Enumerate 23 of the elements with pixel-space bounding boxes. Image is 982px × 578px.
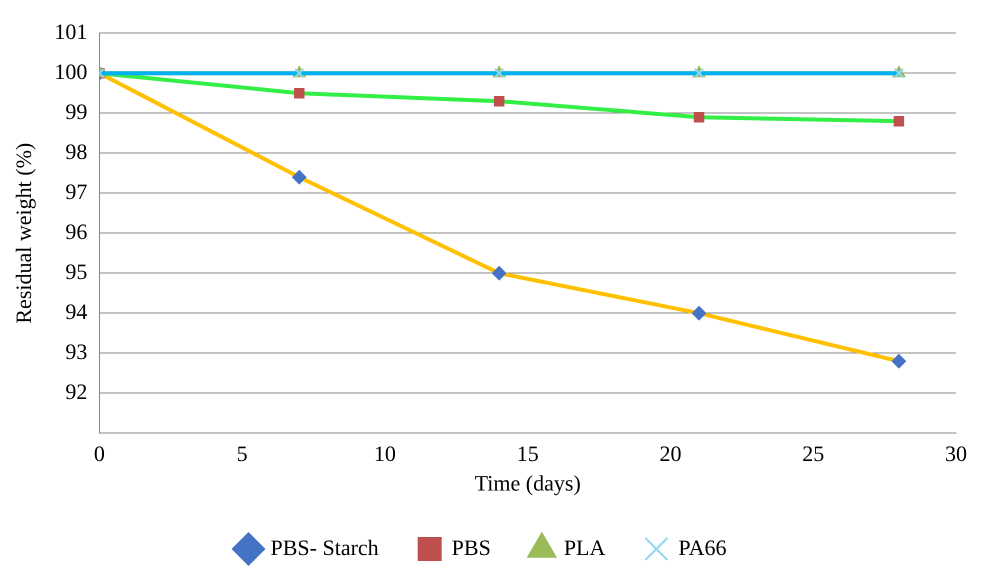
x-tick-label: 5 (236, 441, 248, 466)
y-tick-label: 95 (65, 258, 88, 284)
x-tick-label: 15 (516, 441, 539, 466)
y-tick-label: 92 (65, 378, 88, 404)
y-tick-label: 100 (54, 58, 88, 84)
x-tick-label: 10 (374, 441, 396, 466)
y-tick-label: 98 (65, 138, 88, 164)
legend-label: PBS (452, 534, 491, 560)
legend-label: PBS- Starch (270, 534, 379, 560)
legend-label: PLA (564, 534, 606, 560)
x-tick-label: 30 (945, 441, 967, 466)
y-tick-label: 97 (65, 178, 88, 204)
y-tick-label: 96 (65, 218, 88, 244)
x-tick-label: 20 (659, 441, 682, 466)
x-axis-title: Time (days) (474, 470, 581, 496)
y-tick-label: 101 (54, 18, 88, 44)
x-tick-label: 25 (802, 441, 824, 466)
y-tick-label: 93 (65, 338, 88, 364)
legend-label: PA66 (678, 534, 726, 560)
x-tick-label: 0 (94, 441, 105, 466)
y-tick-label: 99 (65, 98, 88, 124)
y-axis-title: Residual weight (%) (10, 142, 36, 324)
y-tick-label: 94 (65, 298, 88, 324)
